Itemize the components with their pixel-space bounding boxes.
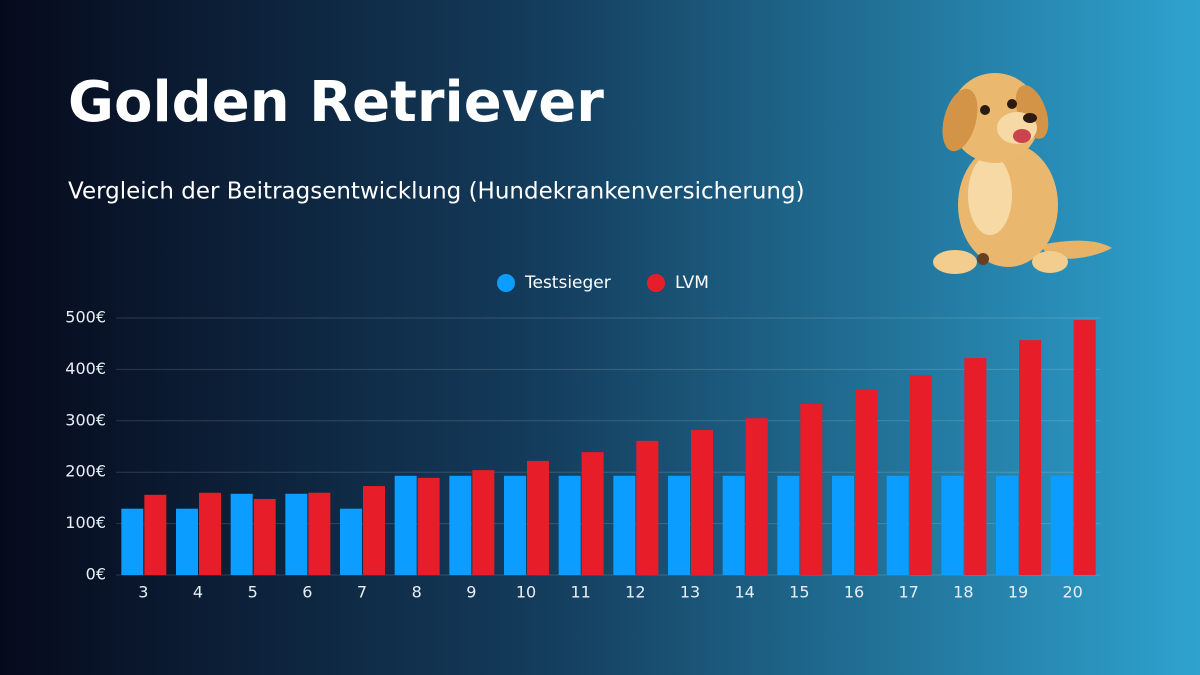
bar	[527, 460, 549, 575]
bar	[636, 440, 659, 575]
bar	[745, 418, 768, 575]
x-tick-label: 13	[680, 583, 700, 602]
y-tick-label: 0€	[86, 565, 106, 584]
y-tick-label: 300€	[65, 410, 106, 429]
bar	[909, 375, 932, 575]
x-tick-label: 6	[302, 583, 312, 602]
x-tick-label: 10	[516, 583, 536, 602]
bar	[832, 475, 854, 575]
bar	[613, 475, 636, 575]
x-tick-label: 18	[953, 583, 973, 602]
x-tick-label: 11	[570, 583, 590, 602]
bar	[1073, 320, 1096, 575]
y-tick-label: 200€	[65, 462, 106, 481]
bar	[855, 389, 877, 575]
x-tick-label: 20	[1062, 583, 1082, 602]
bar	[996, 475, 1018, 575]
bar	[340, 508, 362, 575]
bar	[504, 475, 526, 575]
x-tick-label: 9	[466, 583, 476, 602]
chart-subtitle: Vergleich der Beitragsentwicklung (Hunde…	[68, 179, 805, 205]
bar	[691, 430, 713, 575]
bar	[1050, 475, 1073, 575]
dog-illustration	[933, 73, 1112, 274]
legend-marker	[497, 274, 515, 292]
bar	[417, 477, 440, 575]
bar	[121, 508, 144, 575]
bar	[722, 475, 745, 575]
x-tick-label: 12	[625, 583, 645, 602]
legend-marker	[647, 274, 665, 292]
x-tick-label: 4	[193, 583, 203, 602]
bar	[558, 475, 581, 575]
bar	[176, 508, 198, 575]
x-tick-label: 8	[412, 583, 422, 602]
bar	[472, 470, 495, 575]
bar	[941, 475, 964, 575]
x-tick-label: 7	[357, 583, 367, 602]
x-tick-label: 3	[138, 583, 148, 602]
bar	[394, 475, 417, 575]
bar	[285, 493, 308, 575]
bar	[230, 493, 253, 575]
legend-label: Testsieger	[524, 273, 611, 293]
x-tick-label: 14	[734, 583, 754, 602]
bar	[363, 486, 385, 575]
bar	[199, 492, 221, 575]
bar	[253, 498, 276, 575]
bar	[1019, 340, 1041, 575]
x-tick-label: 15	[789, 583, 809, 602]
bar	[964, 358, 987, 575]
legend-label: LVM	[675, 273, 709, 293]
bar	[886, 475, 909, 575]
bar	[308, 492, 331, 575]
bar	[800, 403, 823, 575]
x-tick-label: 5	[248, 583, 258, 602]
x-tick-label: 17	[898, 583, 918, 602]
bar	[777, 475, 800, 575]
bar	[144, 494, 167, 575]
chart-title: Golden Retriever	[68, 70, 604, 135]
y-tick-label: 100€	[65, 513, 106, 532]
y-tick-label: 400€	[65, 359, 106, 378]
bar	[668, 475, 690, 575]
x-tick-label: 16	[844, 583, 864, 602]
y-tick-label: 500€	[65, 308, 106, 327]
bar	[581, 452, 604, 575]
bar	[449, 475, 472, 575]
x-tick-label: 19	[1008, 583, 1028, 602]
